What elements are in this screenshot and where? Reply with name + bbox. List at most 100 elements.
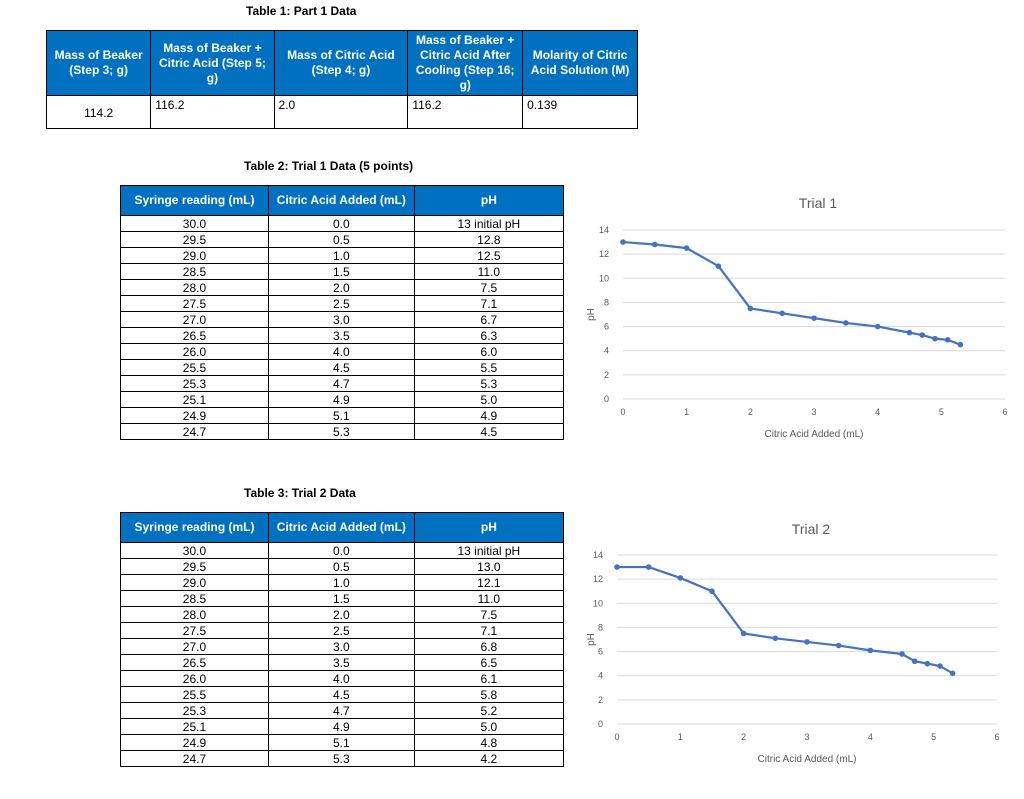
x-tick-label: 3 bbox=[811, 407, 816, 417]
table1-header-row: Mass of Beaker (Step 3; g) Mass of Beake… bbox=[45, 30, 638, 96]
table3-cell: 24.7 bbox=[120, 750, 269, 767]
table3-header: pH bbox=[413, 512, 565, 543]
table2-cell: 5.1 bbox=[267, 407, 415, 424]
table-row: 24.7 5.3 4.2 bbox=[120, 750, 565, 767]
table1: Mass of Beaker (Step 3; g) Mass of Beake… bbox=[45, 30, 638, 129]
table-row: 25.1 4.9 5.0 bbox=[120, 718, 565, 735]
table2-cell: 2.5 bbox=[267, 295, 415, 312]
table2-cell: 1.0 bbox=[267, 247, 415, 264]
table-row: 25.1 4.9 5.0 bbox=[120, 391, 565, 408]
table2-cell: 12.5 bbox=[413, 247, 565, 264]
table3-cell: 24.9 bbox=[120, 734, 269, 751]
table3-cell: 5.0 bbox=[413, 718, 565, 735]
table3-cell: 4.9 bbox=[267, 718, 415, 735]
table2-cell: 5.3 bbox=[413, 375, 565, 392]
table-row: 24.9 5.1 4.8 bbox=[120, 734, 565, 751]
y-axis-label: pH bbox=[586, 633, 597, 646]
table3-cell: 1.5 bbox=[267, 590, 415, 607]
data-point bbox=[645, 564, 652, 570]
y-tick-label: 4 bbox=[598, 671, 603, 681]
table2-cell: 3.5 bbox=[267, 327, 415, 344]
data-point bbox=[620, 239, 626, 245]
table1-cell: 0.139 bbox=[522, 95, 638, 129]
table-row: 26.0 4.0 6.1 bbox=[120, 670, 565, 687]
table1-caption: Table 1: Part 1 Data bbox=[246, 4, 357, 18]
table3-cell: 26.5 bbox=[120, 654, 269, 671]
table3-cell: 27.5 bbox=[120, 622, 269, 639]
table2-cell: 24.9 bbox=[120, 407, 269, 424]
data-point bbox=[677, 575, 684, 581]
table2-cell: 27.5 bbox=[120, 295, 269, 312]
table1-header: Mass of Citric Acid (Step 4; g) bbox=[273, 30, 409, 96]
table3: Syringe reading (mL) Citric Acid Added (… bbox=[120, 512, 565, 767]
data-point bbox=[911, 658, 918, 665]
table-row: 114.2 116.2 2.0 116.2 0.139 bbox=[45, 95, 638, 129]
table2-cell: 26.0 bbox=[120, 343, 269, 360]
table3-cell: 7.5 bbox=[413, 606, 565, 623]
table2-cell: 25.1 bbox=[120, 391, 269, 408]
table-row: 26.0 4.0 6.0 bbox=[120, 343, 565, 360]
table3-cell: 26.0 bbox=[120, 670, 269, 687]
y-axis-label: pH bbox=[586, 308, 597, 321]
table-row: 25.5 4.5 5.8 bbox=[120, 686, 565, 703]
table-row: 28.5 1.5 11.0 bbox=[120, 590, 565, 607]
x-tick-label: 3 bbox=[804, 732, 809, 742]
table2-cell: 1.5 bbox=[267, 263, 415, 280]
table2-cell: 11.0 bbox=[413, 263, 565, 280]
table2-cell: 25.5 bbox=[120, 359, 269, 376]
data-point bbox=[747, 305, 754, 312]
y-tick-label: 14 bbox=[593, 550, 603, 560]
table2-cell: 0.0 bbox=[267, 215, 415, 232]
x-tick-label: 6 bbox=[1002, 407, 1007, 417]
data-point bbox=[772, 635, 779, 642]
table-row: 29.5 0.5 12.8 bbox=[120, 231, 565, 248]
table3-cell: 6.1 bbox=[413, 670, 565, 687]
table1-header: Mass of Beaker (Step 3; g) bbox=[45, 30, 152, 96]
table2-cell: 5.0 bbox=[413, 391, 565, 408]
table1-cell: 2.0 bbox=[273, 95, 409, 129]
table2: Syringe reading (mL) Citric Acid Added (… bbox=[120, 185, 565, 440]
table3-cell: 4.8 bbox=[413, 734, 565, 751]
table3-cell: 25.3 bbox=[120, 702, 269, 719]
data-point bbox=[715, 263, 722, 270]
data-point bbox=[949, 670, 956, 677]
table2-cell: 4.5 bbox=[413, 423, 565, 440]
table3-cell: 11.0 bbox=[413, 590, 565, 607]
y-tick-label: 0 bbox=[598, 719, 603, 729]
table-row: 30.0 0.0 13 initial pH bbox=[120, 542, 565, 559]
data-point bbox=[874, 323, 881, 330]
y-tick-label: 4 bbox=[604, 346, 609, 356]
table2-cell: 26.5 bbox=[120, 327, 269, 344]
x-tick-label: 2 bbox=[748, 407, 753, 417]
data-point bbox=[937, 663, 943, 669]
table3-cell: 27.0 bbox=[120, 638, 269, 655]
table3-header: Syringe reading (mL) bbox=[120, 512, 269, 543]
y-tick-label: 8 bbox=[604, 297, 609, 307]
table-row: 28.0 2.0 7.5 bbox=[120, 279, 565, 296]
y-tick-label: 10 bbox=[599, 273, 609, 283]
table2-cell: 5.5 bbox=[413, 359, 565, 376]
y-tick-label: 12 bbox=[599, 249, 609, 259]
table3-cell: 6.5 bbox=[413, 654, 565, 671]
x-tick-label: 4 bbox=[868, 732, 873, 742]
table2-cell: 13 initial pH bbox=[413, 215, 565, 232]
data-point bbox=[779, 310, 785, 317]
data-point bbox=[899, 651, 905, 657]
table3-cell: 30.0 bbox=[120, 542, 269, 559]
table2-cell: 7.5 bbox=[413, 279, 565, 296]
table-row: 29.0 1.0 12.1 bbox=[120, 574, 565, 591]
table3-cell: 4.7 bbox=[267, 702, 415, 719]
table2-cell: 4.7 bbox=[267, 375, 415, 392]
table3-cell: 2.0 bbox=[267, 606, 415, 623]
y-tick-label: 2 bbox=[604, 370, 609, 380]
series-line bbox=[622, 240, 961, 346]
x-tick-label: 1 bbox=[684, 407, 689, 417]
table3-cell: 4.5 bbox=[267, 686, 415, 703]
table-row: 28.0 2.0 7.5 bbox=[120, 606, 565, 623]
chart-title: Trial 1 bbox=[799, 195, 838, 211]
table1-cell: 114.2 bbox=[45, 95, 152, 129]
table3-header-row: Syringe reading (mL) Citric Acid Added (… bbox=[120, 512, 565, 543]
data-point bbox=[740, 630, 747, 637]
table3-cell: 7.1 bbox=[413, 622, 565, 639]
